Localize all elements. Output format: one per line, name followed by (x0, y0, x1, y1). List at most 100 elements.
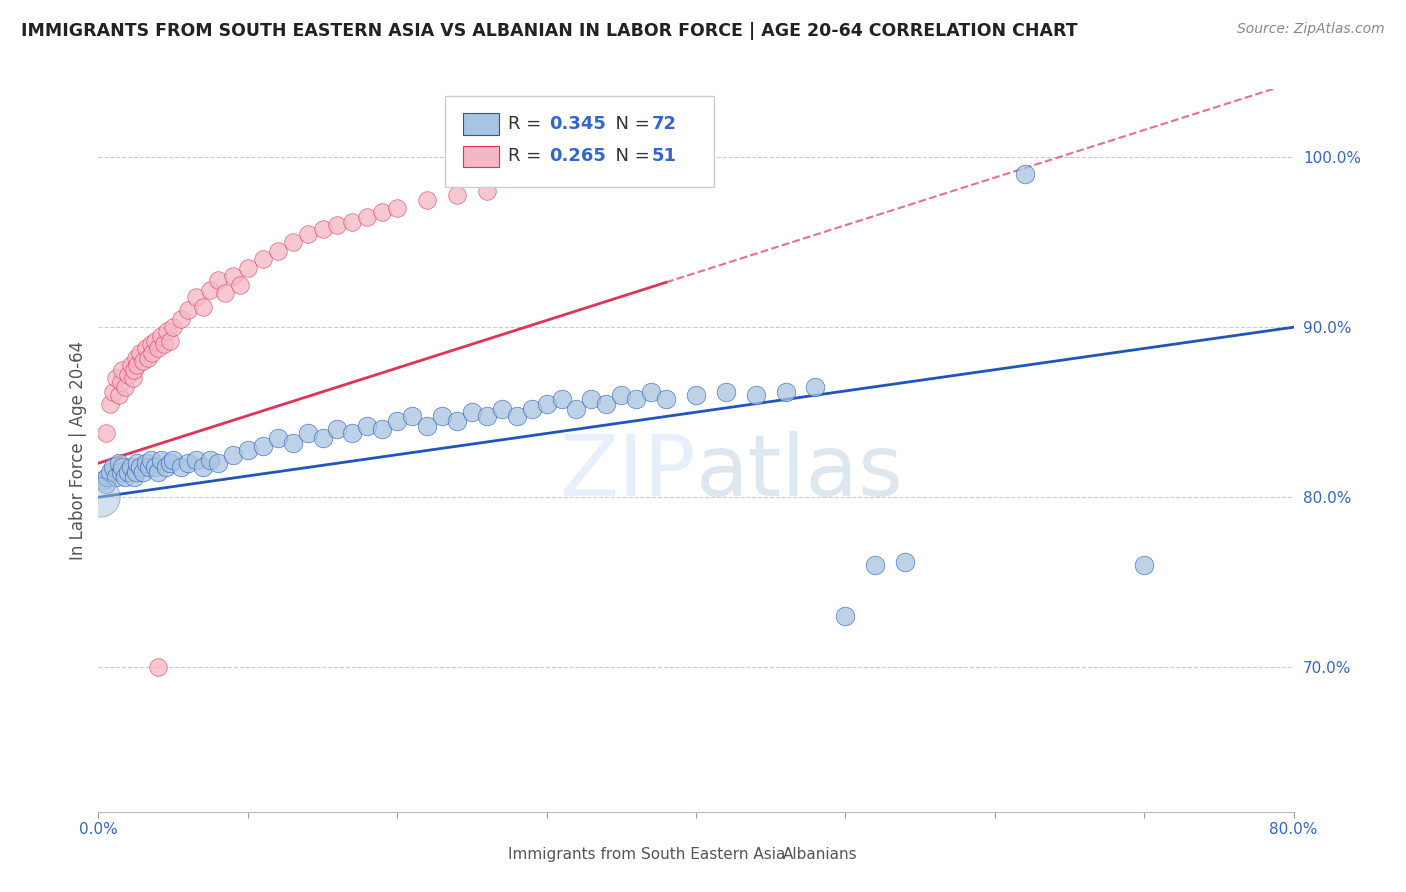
Point (581, 392, 603, 406)
Point (89, 490, 111, 504)
Point (894, 555, 917, 569)
Point (214, 286, 236, 301)
Point (132, 465, 155, 479)
Point (98, 465, 122, 479)
Point (461, 405, 484, 419)
Point (139, 337, 162, 351)
Point (1014, 167, 1036, 181)
Point (1133, 558, 1156, 573)
Point (135, 341, 157, 355)
Text: R =: R = (509, 147, 547, 165)
Point (127, 456, 149, 470)
Point (200, 283, 222, 297)
Point (326, 422, 349, 436)
Point (655, 392, 678, 406)
Point (105, 470, 128, 484)
Point (311, 431, 333, 445)
Point (169, 311, 191, 326)
Point (129, 459, 152, 474)
Point (236, 442, 259, 457)
Point (117, 465, 139, 479)
Point (342, 215, 364, 229)
Point (108, 388, 131, 402)
Point (297, 227, 319, 241)
Point (685, 388, 707, 402)
Point (326, 218, 349, 232)
Point (111, 362, 134, 376)
Point (371, 204, 394, 219)
Point (565, 401, 588, 416)
Point (129, 345, 152, 359)
Point (150, 452, 173, 467)
Text: R =: R = (509, 115, 547, 133)
Point (520, 401, 543, 416)
Point (159, 334, 181, 348)
Point (105, 371, 128, 385)
Text: 0.345: 0.345 (548, 115, 606, 133)
Point (385, 414, 409, 428)
Point (252, 439, 274, 453)
Point (139, 452, 162, 467)
Point (229, 277, 252, 292)
Point (200, 452, 222, 467)
Point (714, 384, 737, 399)
Point (143, 459, 166, 474)
Point (311, 221, 333, 235)
FancyBboxPatch shape (470, 844, 502, 864)
FancyBboxPatch shape (463, 113, 499, 135)
Point (640, 384, 662, 399)
FancyBboxPatch shape (446, 96, 714, 186)
Point (745, 388, 768, 402)
Point (148, 660, 170, 674)
Point (135, 456, 157, 470)
Point (121, 371, 143, 385)
Text: N =: N = (605, 147, 655, 165)
Point (162, 320, 184, 334)
Point (491, 401, 513, 416)
Point (120, 358, 142, 372)
Point (177, 456, 200, 470)
Point (117, 368, 139, 382)
Point (94, 425, 117, 440)
Point (342, 425, 364, 440)
Point (267, 244, 290, 258)
Point (222, 448, 245, 462)
Point (184, 290, 207, 304)
Point (506, 409, 529, 423)
Point (297, 425, 319, 440)
Point (148, 465, 170, 479)
Point (536, 397, 558, 411)
Point (110, 465, 132, 479)
Point (138, 459, 160, 474)
Point (804, 380, 827, 394)
Point (207, 456, 229, 470)
Text: Immigrants from South Eastern Asia: Immigrants from South Eastern Asia (509, 847, 786, 862)
Text: N =: N = (605, 115, 655, 133)
Point (475, 184, 498, 198)
Point (127, 358, 149, 372)
Point (446, 187, 468, 202)
Point (475, 409, 498, 423)
Point (834, 609, 856, 624)
Point (416, 193, 439, 207)
Point (281, 235, 304, 250)
Point (114, 380, 136, 394)
Text: 51: 51 (652, 147, 676, 165)
Point (156, 324, 179, 338)
Text: 0.265: 0.265 (548, 147, 606, 165)
Text: atlas: atlas (696, 431, 904, 514)
FancyBboxPatch shape (463, 145, 499, 167)
Point (141, 345, 163, 359)
Point (155, 459, 177, 474)
Point (267, 431, 290, 445)
Point (132, 354, 155, 368)
Point (356, 210, 378, 224)
Point (143, 334, 166, 348)
Point (281, 435, 304, 450)
Point (111, 459, 134, 474)
Point (125, 465, 148, 479)
Text: 72: 72 (652, 115, 676, 133)
Point (430, 409, 453, 423)
Point (124, 362, 146, 376)
Point (252, 252, 274, 267)
